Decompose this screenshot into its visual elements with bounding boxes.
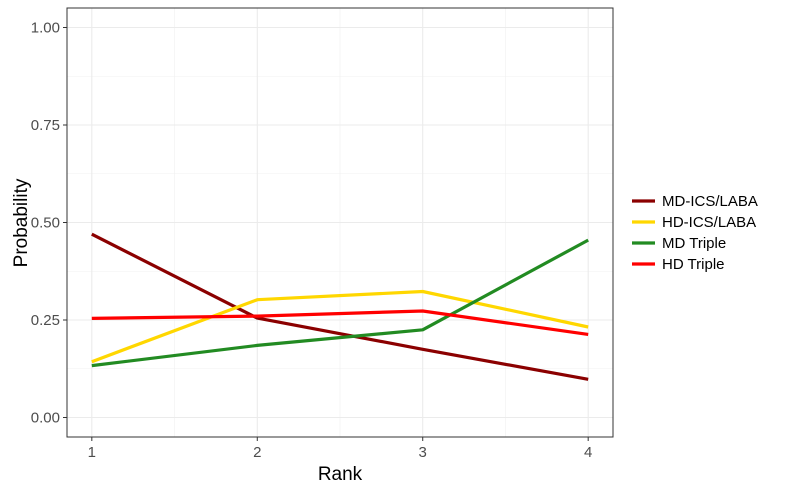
- y-axis-title: Probability: [11, 178, 32, 267]
- x-tick-label: 1: [88, 444, 96, 461]
- series-line-4: [91, 309, 589, 336]
- y-tick-label: 0.75: [31, 117, 60, 134]
- x-axis-title: Rank: [318, 464, 363, 485]
- ticks-layer: 0.00 0.25 0.50 0.75 1.00 1 2 3 4: [31, 20, 593, 462]
- series-line-1: [91, 232, 589, 381]
- legend: MD-ICS/LABA HD-ICS/LABA MD Triple HD Triple: [632, 193, 758, 273]
- y-tick-label: 1.00: [31, 20, 60, 37]
- legend-label: HD-ICS/LABA: [662, 214, 756, 231]
- y-tick-label: 0.25: [31, 312, 60, 329]
- series-layer: [91, 232, 589, 381]
- grid-layer: [67, 8, 613, 437]
- x-tick-label: 2: [253, 444, 261, 461]
- series-line-3: [91, 238, 589, 368]
- legend-label: MD-ICS/LABA: [662, 193, 758, 210]
- legend-label: HD Triple: [662, 256, 725, 273]
- legend-label: MD Triple: [662, 235, 726, 252]
- series-line-2: [91, 289, 589, 364]
- y-tick-label: 0.50: [31, 215, 60, 232]
- x-tick-label: 4: [584, 444, 592, 461]
- x-tick-label: 3: [419, 444, 427, 461]
- y-tick-label: 0.00: [31, 410, 60, 427]
